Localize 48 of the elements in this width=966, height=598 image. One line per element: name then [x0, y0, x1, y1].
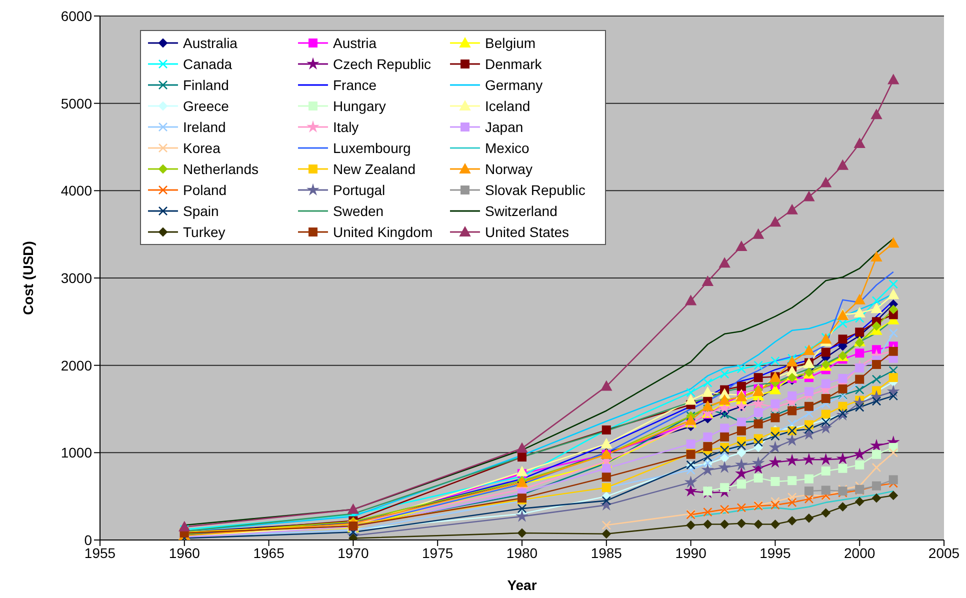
legend-label: Slovak Republic: [485, 182, 586, 198]
x-tick-label: 1970: [338, 544, 369, 561]
x-tick-label: 1965: [253, 544, 285, 561]
y-tick-label: 5000: [60, 95, 92, 112]
y-tick-label: 3000: [60, 270, 92, 286]
legend-label: Norway: [485, 161, 532, 177]
legend-label: Denmark: [485, 56, 542, 72]
legend-label: Turkey: [183, 224, 226, 240]
legend-label: Greece: [183, 98, 229, 114]
legend-label: Poland: [183, 182, 227, 198]
legend-label: Germany: [485, 77, 543, 93]
legend-label: Japan: [485, 119, 524, 135]
y-tick-label: 6000: [60, 8, 92, 24]
y-tick-label: 2000: [60, 357, 92, 374]
y-tick-label: 4000: [60, 182, 92, 199]
legend-label: Finland: [183, 77, 229, 93]
legend-label: Hungary: [333, 98, 386, 114]
legend-label: Portugal: [333, 182, 386, 198]
legend-label: Canada: [183, 56, 232, 72]
legend-label: New Zealand: [333, 161, 416, 177]
y-axis-title: Cost (USD): [20, 241, 36, 315]
legend-label: Italy: [333, 119, 359, 135]
legend-label: Korea: [183, 140, 220, 156]
legend-label: France: [333, 77, 377, 93]
legend-label: United Kingdom: [333, 224, 433, 240]
x-tick-label: 1990: [675, 544, 707, 561]
x-tick-label: 2000: [844, 544, 876, 561]
legend-label: United States: [485, 224, 570, 240]
x-tick-label: 1980: [506, 544, 538, 561]
legend-label: Luxembourg: [333, 140, 411, 156]
x-tick-label: 2005: [928, 544, 960, 561]
legend-label: Iceland: [485, 98, 530, 114]
legend-label: Sweden: [333, 203, 384, 219]
legend-label: Ireland: [183, 119, 226, 135]
legend-label: Netherlands: [183, 161, 258, 177]
legend-label: Austria: [333, 35, 377, 51]
x-tick-label: 1960: [168, 544, 200, 561]
legend-label: Czech Republic: [333, 56, 432, 72]
y-tick-label: 1000: [60, 444, 92, 461]
legend-label: Australia: [183, 35, 238, 51]
legend-label: Belgium: [485, 35, 536, 51]
x-tick-label: 1985: [590, 544, 622, 561]
legend-label: Spain: [183, 203, 219, 219]
x-axis-title: Year: [507, 577, 538, 593]
legend-label: Switzerland: [485, 203, 558, 219]
x-tick-label: 1975: [422, 544, 454, 561]
legend-label: Mexico: [485, 140, 530, 156]
x-tick-label: 1995: [760, 544, 791, 561]
